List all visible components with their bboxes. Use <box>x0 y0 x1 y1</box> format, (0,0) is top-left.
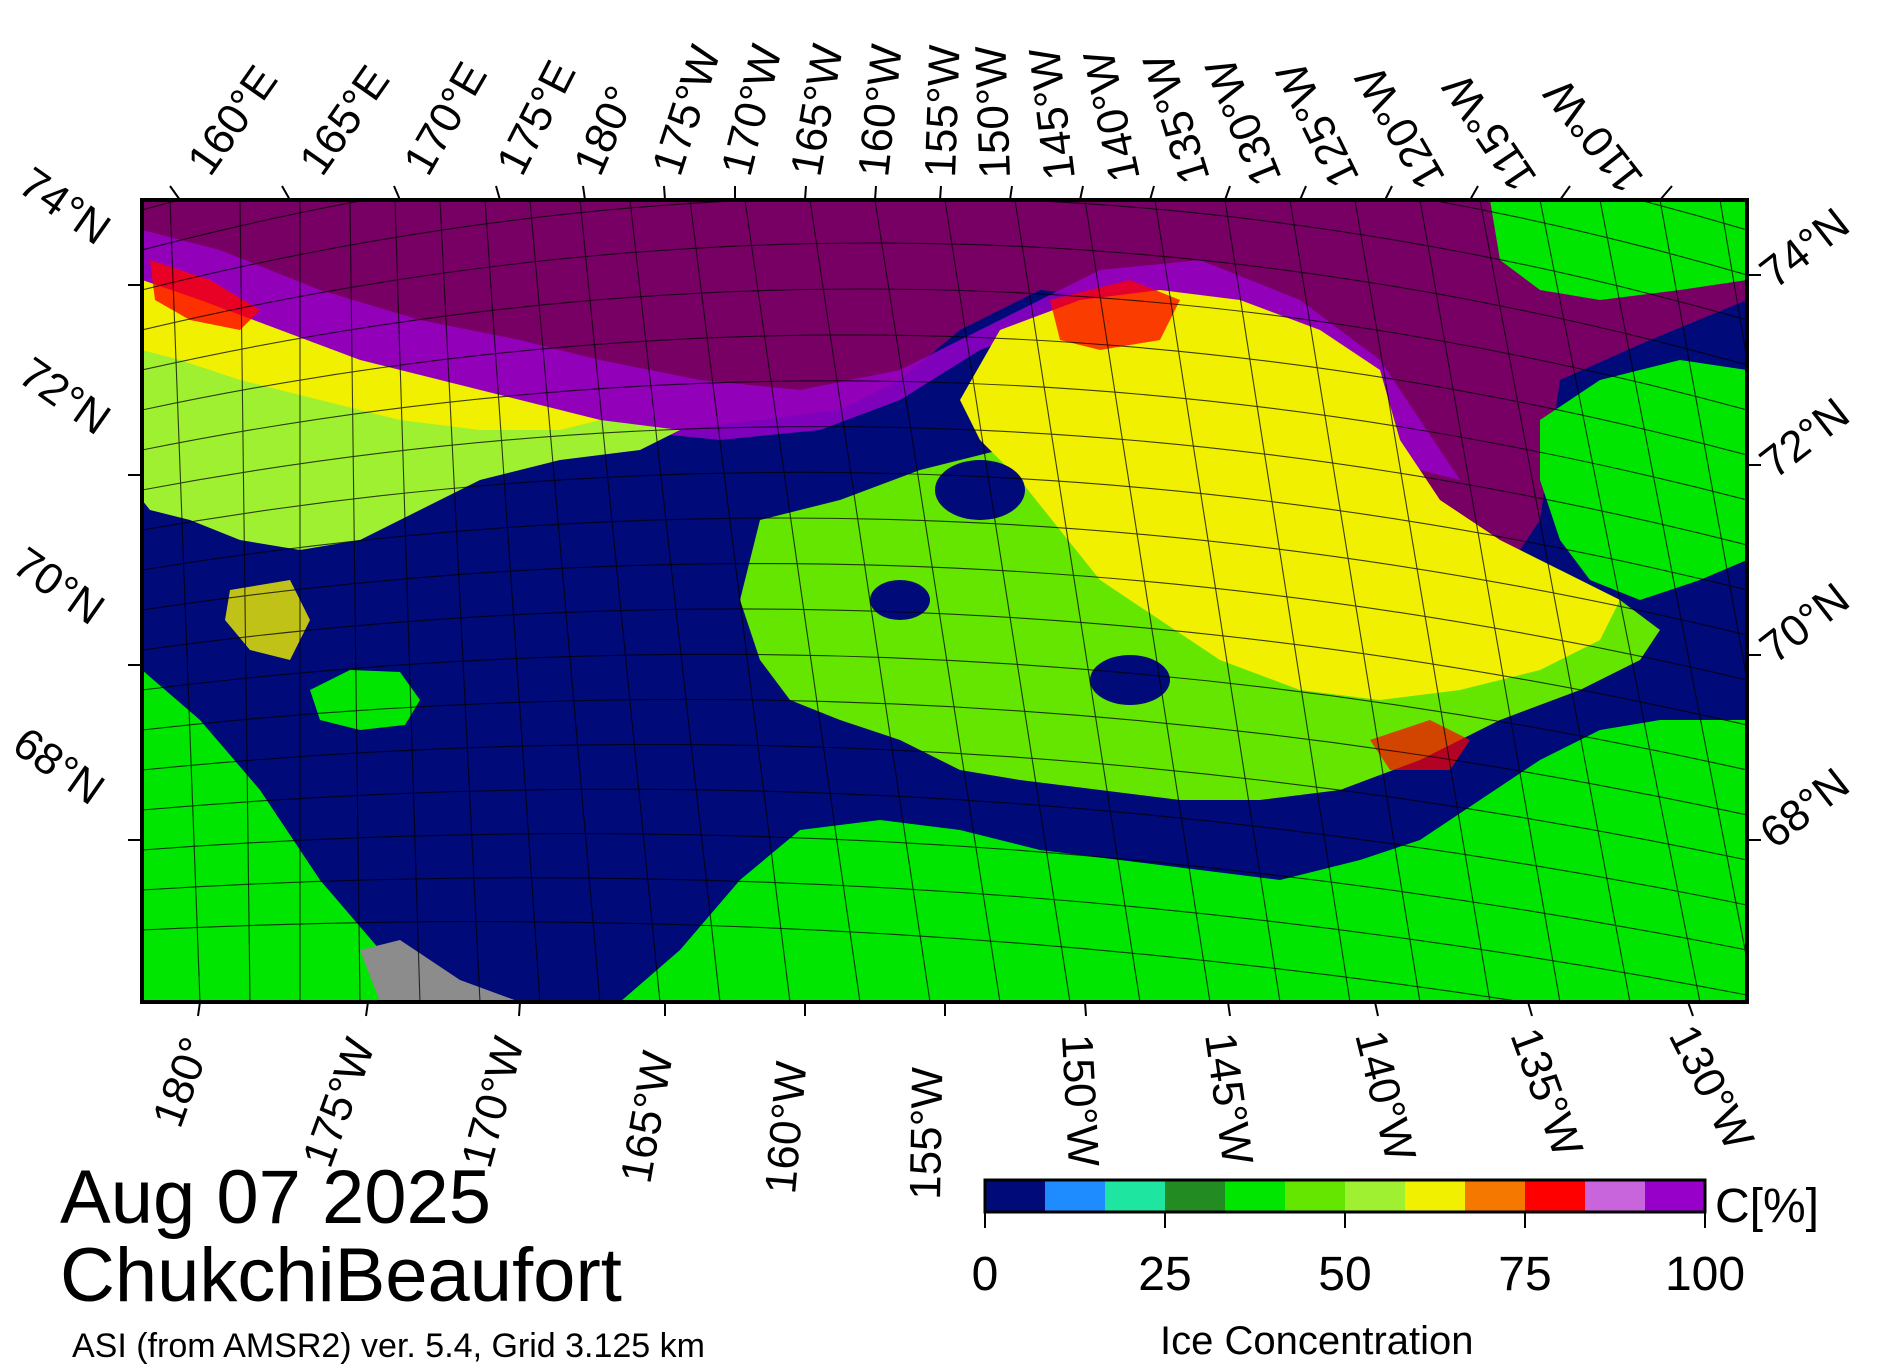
top-lon-label: 170°E <box>394 54 497 183</box>
top-lon-label: 160°W <box>849 42 912 179</box>
colorbar-tick-label: 0 <box>972 1248 999 1301</box>
colorbar-tick-labels: 0 25 50 75 100 <box>972 1248 1745 1301</box>
land-mask-grey <box>360 940 520 1002</box>
date-label: Aug 07 2025 <box>60 1155 492 1240</box>
top-lon-label: 145°W <box>1020 45 1085 183</box>
bottom-lon-label: 165°W <box>612 1047 683 1186</box>
map-panel <box>142 200 1747 1002</box>
colorbar-swatch <box>1465 1180 1526 1212</box>
colorbar-swatches <box>985 1180 1706 1212</box>
red-ice-west <box>150 260 260 330</box>
right-lat-label: 68°N <box>1751 759 1859 858</box>
pack-ice-region <box>142 200 1747 580</box>
mainland-land <box>142 670 1747 1002</box>
bottom-lon-label: 155°W <box>901 1066 952 1200</box>
left-lat-label: 72°N <box>10 348 119 445</box>
bottom-lon-label: 130°W <box>1659 1017 1763 1158</box>
colorbar-tick-label: 25 <box>1138 1248 1191 1301</box>
top-lon-label: 165°E <box>290 57 399 184</box>
colorbar-swatch <box>1105 1180 1166 1212</box>
axis-ticks <box>128 185 1761 1017</box>
wrangel-ice <box>225 580 310 660</box>
colorbar-tick-label: 100 <box>1665 1248 1745 1301</box>
bottom-lon-label: 135°W <box>1501 1022 1593 1164</box>
colorbar-swatch <box>1225 1180 1286 1212</box>
right-latitude-labels: 74°N 72°N 70°N 68°N <box>1751 199 1859 858</box>
colorbar-tick-label: 50 <box>1318 1248 1371 1301</box>
open-water-patch <box>870 580 930 620</box>
right-lat-label: 74°N <box>1751 199 1859 298</box>
bottom-lon-label: 160°W <box>756 1059 816 1196</box>
top-lon-label: 180° <box>564 79 646 182</box>
colorbar: 0 25 50 75 100 C[%] <box>972 1178 1819 1301</box>
left-latitude-labels: 74°N 72°N 70°N 68°N <box>4 158 119 815</box>
right-lat-label: 70°N <box>1751 574 1859 673</box>
top-lon-label: 160°E <box>178 57 287 184</box>
top-lon-label: 150°W <box>966 45 1020 180</box>
colorbar-swatch <box>1645 1180 1706 1212</box>
banks-island-land <box>1540 360 1747 600</box>
colorbar-swatch <box>1405 1180 1466 1212</box>
colorbar-swatch <box>1285 1180 1346 1212</box>
wrangel-island-land <box>310 670 420 730</box>
top-lon-label: 115°W <box>1433 65 1546 200</box>
colorbar-swatch <box>1165 1180 1226 1212</box>
bottom-lon-label: 180° <box>143 1031 220 1133</box>
bottom-lon-label: 140°W <box>1345 1026 1425 1167</box>
colorbar-tick-label: 75 <box>1498 1248 1551 1301</box>
top-lon-label: 110°W <box>1534 70 1652 202</box>
yellow-ice-west <box>142 280 600 430</box>
open-water-patch <box>1090 655 1170 705</box>
right-lat-label: 72°N <box>1751 389 1859 488</box>
top-longitude-labels: 160°E 165°E 170°E 175°E 180° 175°W 170°W… <box>178 39 1653 202</box>
colorbar-title: Ice Concentration <box>1160 1319 1474 1363</box>
left-lat-label: 70°N <box>4 538 113 635</box>
colorbar-swatch <box>1585 1180 1646 1212</box>
bottom-lon-label: 150°W <box>1052 1033 1108 1168</box>
colorbar-swatch <box>985 1180 1046 1212</box>
graticule <box>142 200 1747 1002</box>
top-lon-label: 155°W <box>916 44 970 179</box>
bottom-lon-label: 175°W <box>293 1032 385 1174</box>
bottom-lon-label: 170°W <box>452 1031 534 1172</box>
colorbar-ticks <box>984 1212 1706 1228</box>
region-label: ChukchiBeaufort <box>60 1233 622 1318</box>
colorbar-swatch <box>1045 1180 1106 1212</box>
left-lat-label: 68°N <box>4 718 113 815</box>
bottom-lon-label: 145°W <box>1195 1030 1262 1169</box>
left-lat-label: 74°N <box>10 158 119 255</box>
colorbar-unit: C[%] <box>1715 1180 1819 1233</box>
open-water-patch <box>935 460 1025 520</box>
beaufort-red-ice <box>1050 280 1180 350</box>
colorbar-swatch <box>1525 1180 1586 1212</box>
top-lon-label: 165°W <box>782 40 853 179</box>
colorbar-swatch <box>1345 1180 1406 1212</box>
product-label: ASI (from AMSR2) ver. 5.4, Grid 3.125 km <box>72 1327 705 1365</box>
